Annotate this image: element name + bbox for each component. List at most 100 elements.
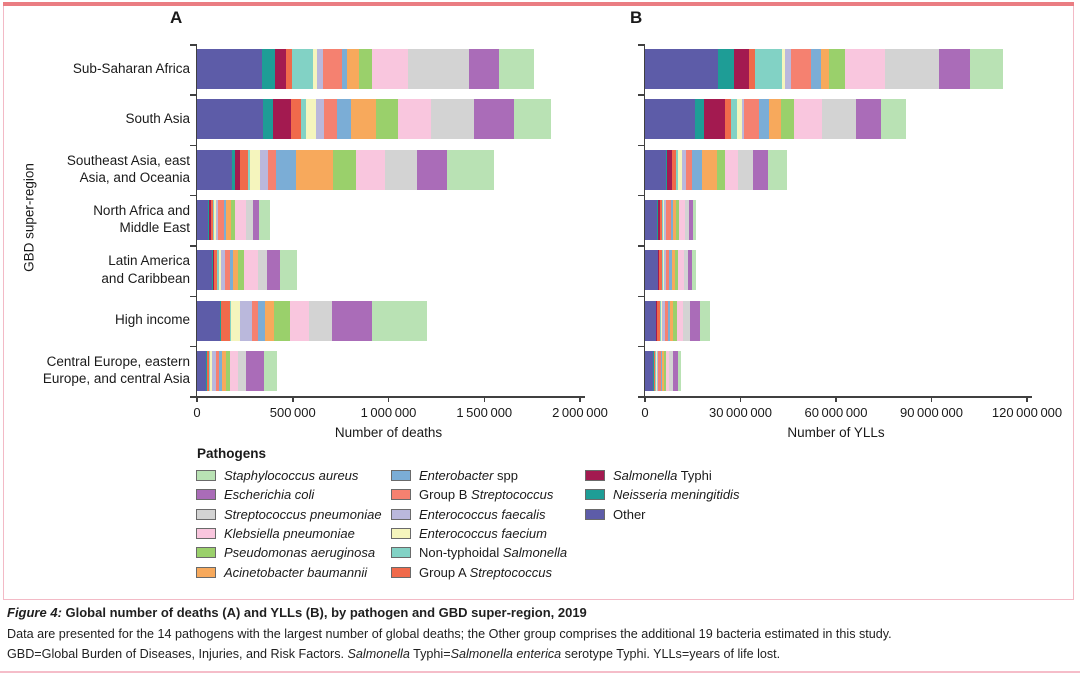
region-label-line: Europe, and central Asia xyxy=(42,371,190,387)
region-label-line: High income xyxy=(114,312,190,328)
bar-segment-nt_salmonella xyxy=(675,149,678,190)
bar-segment-e_faecalis xyxy=(662,300,665,341)
legend-label-a_baumannii: Acinetobacter baumannii xyxy=(224,565,367,580)
bar-segment-group_a_strep xyxy=(658,250,662,291)
bar-segment-s_pneumoniae xyxy=(408,49,470,90)
legend-label-p_aeruginosa: Pseudomonas aeruginosa xyxy=(224,545,375,560)
legend-label-enterobacter: Enterobacter spp xyxy=(419,468,518,483)
x-axis-tick xyxy=(739,396,742,403)
bar-segment-group_b_strep xyxy=(686,149,693,190)
bar-row xyxy=(197,49,535,90)
bar-segment-group_b_strep xyxy=(790,49,811,90)
bar-segment-e_faecium xyxy=(230,300,241,341)
bar-segment-p_aeruginosa xyxy=(273,300,291,341)
bar-segment-group_b_strep xyxy=(664,300,668,341)
x-axis-tick xyxy=(930,396,933,403)
bar-segment-other xyxy=(645,149,666,190)
legend-swatch-e_coli xyxy=(196,489,216,501)
legend-label-s_pneumoniae: Streptococcus pneumoniae xyxy=(224,507,382,522)
bar-segment-n_meningitidis xyxy=(694,99,704,140)
bar-segment-s_typhi xyxy=(734,49,749,90)
bar-segment-p_aeruginosa xyxy=(716,149,726,190)
x-tick-label: 500 000 xyxy=(269,405,316,421)
bar-segment-e_faecium xyxy=(656,350,658,391)
bar-row xyxy=(645,250,697,291)
bar-segment-s_typhi xyxy=(274,49,286,90)
bar-row xyxy=(645,300,711,341)
bar-segment-enterobacter xyxy=(670,200,673,241)
caption-title: Figure 4: Global number of deaths (A) an… xyxy=(7,605,587,620)
bar-segment-p_aeruginosa xyxy=(333,149,357,190)
bar-segment-p_aeruginosa xyxy=(674,250,678,291)
legend-label-prefix: Group A xyxy=(419,564,470,580)
legend-label-suffix: Typhi xyxy=(677,468,712,483)
bar-segment-group_a_strep xyxy=(724,99,731,140)
x-tick-label: 0 xyxy=(641,405,649,421)
x-axis-tick xyxy=(387,396,390,403)
bar-segment-s_pneumoniae xyxy=(685,200,690,241)
bar-row xyxy=(197,300,428,341)
caption-figure-number: Figure 4: xyxy=(7,605,62,620)
bar-segment-nt_salmonella xyxy=(655,350,657,391)
bar-segment-group_a_strep xyxy=(214,250,218,291)
bar-segment-k_pneumoniae xyxy=(678,200,686,241)
x-tick-label: 90 000 000 xyxy=(899,405,964,421)
bar-segment-s_aureus xyxy=(264,350,278,391)
bar-segment-enterobacter xyxy=(758,99,769,140)
bar-segment-other xyxy=(197,99,264,140)
x-axis-tick xyxy=(835,396,837,403)
bar-segment-enterobacter xyxy=(341,49,348,90)
bar-segment-p_aeruginosa xyxy=(664,350,667,391)
region-label: Southeast Asia, east Asia, and Oceania xyxy=(22,152,190,187)
bar-segment-n_meningitidis xyxy=(220,300,221,341)
bar-segment-e_coli xyxy=(690,300,701,341)
bar-segment-a_baumannii xyxy=(672,200,676,241)
y-axis-tick xyxy=(190,44,196,46)
bar-segment-a_baumannii xyxy=(768,99,781,140)
region-label: Central Europe, eastern Europe, and centr… xyxy=(22,353,190,388)
legend-swatch-k_pneumoniae xyxy=(196,527,216,539)
legend-swatch-other xyxy=(585,508,605,520)
bar-segment-k_pneumoniae xyxy=(356,149,385,190)
bar-segment-other xyxy=(197,350,206,391)
legend-swatch-p_aeruginosa xyxy=(196,547,216,559)
bar-segment-other xyxy=(645,99,695,140)
bar-segment-enterobacter xyxy=(669,250,672,291)
legend-swatch-s_typhi xyxy=(585,470,605,481)
legend-label-latin: Acinetobacter baumannii xyxy=(224,564,368,580)
x-tick-label: 60 000 000 xyxy=(804,405,868,421)
region-label-line: South Asia xyxy=(125,110,190,126)
bar-segment-s_typhi xyxy=(666,149,672,190)
legend-label-e_faecium: Enterococcus faecium xyxy=(419,526,547,541)
bar-segment-n_meningitidis xyxy=(718,49,735,90)
bar-segment-s_typhi xyxy=(206,350,208,391)
legend-swatch-a_baumannii xyxy=(196,566,216,578)
bar-segment-other xyxy=(645,250,658,291)
x-axis-tick xyxy=(1026,396,1028,403)
bar-segment-e_coli xyxy=(416,149,447,190)
y-axis-tick xyxy=(190,144,196,147)
legend-label-other: Other xyxy=(613,507,646,522)
bar-segment-e_faecalis xyxy=(215,200,219,241)
bar-segment-s_typhi xyxy=(209,200,211,241)
bar-segment-other xyxy=(645,300,656,341)
bar-segment-e_faecalis xyxy=(664,200,666,241)
bar-row xyxy=(645,149,787,190)
bar-segment-group_b_strep xyxy=(323,99,338,140)
y-axis-tick xyxy=(190,396,196,398)
bar-segment-group_a_strep xyxy=(210,200,214,241)
bar-segment-group_a_strep xyxy=(290,99,301,140)
bar-segment-group_a_strep xyxy=(207,350,210,391)
bar-segment-other xyxy=(645,200,658,241)
bar-segment-s_aureus xyxy=(969,49,1004,90)
x-axis-title: Number of YLLs xyxy=(787,425,885,441)
x-axis-tick xyxy=(644,396,646,403)
bar-segment-p_aeruginosa xyxy=(226,350,231,391)
legend-swatch-s_aureus xyxy=(196,470,216,481)
caption-title-text: Global number of deaths (A) and YLLs (B)… xyxy=(61,605,587,620)
bar-segment-group_a_strep xyxy=(653,350,656,391)
bar-segment-nt_salmonella xyxy=(291,49,313,90)
bar-segment-s_aureus xyxy=(880,99,906,140)
bar-segment-a_baumannii xyxy=(296,149,334,190)
legend-label-latin: Salmonella xyxy=(613,468,678,483)
